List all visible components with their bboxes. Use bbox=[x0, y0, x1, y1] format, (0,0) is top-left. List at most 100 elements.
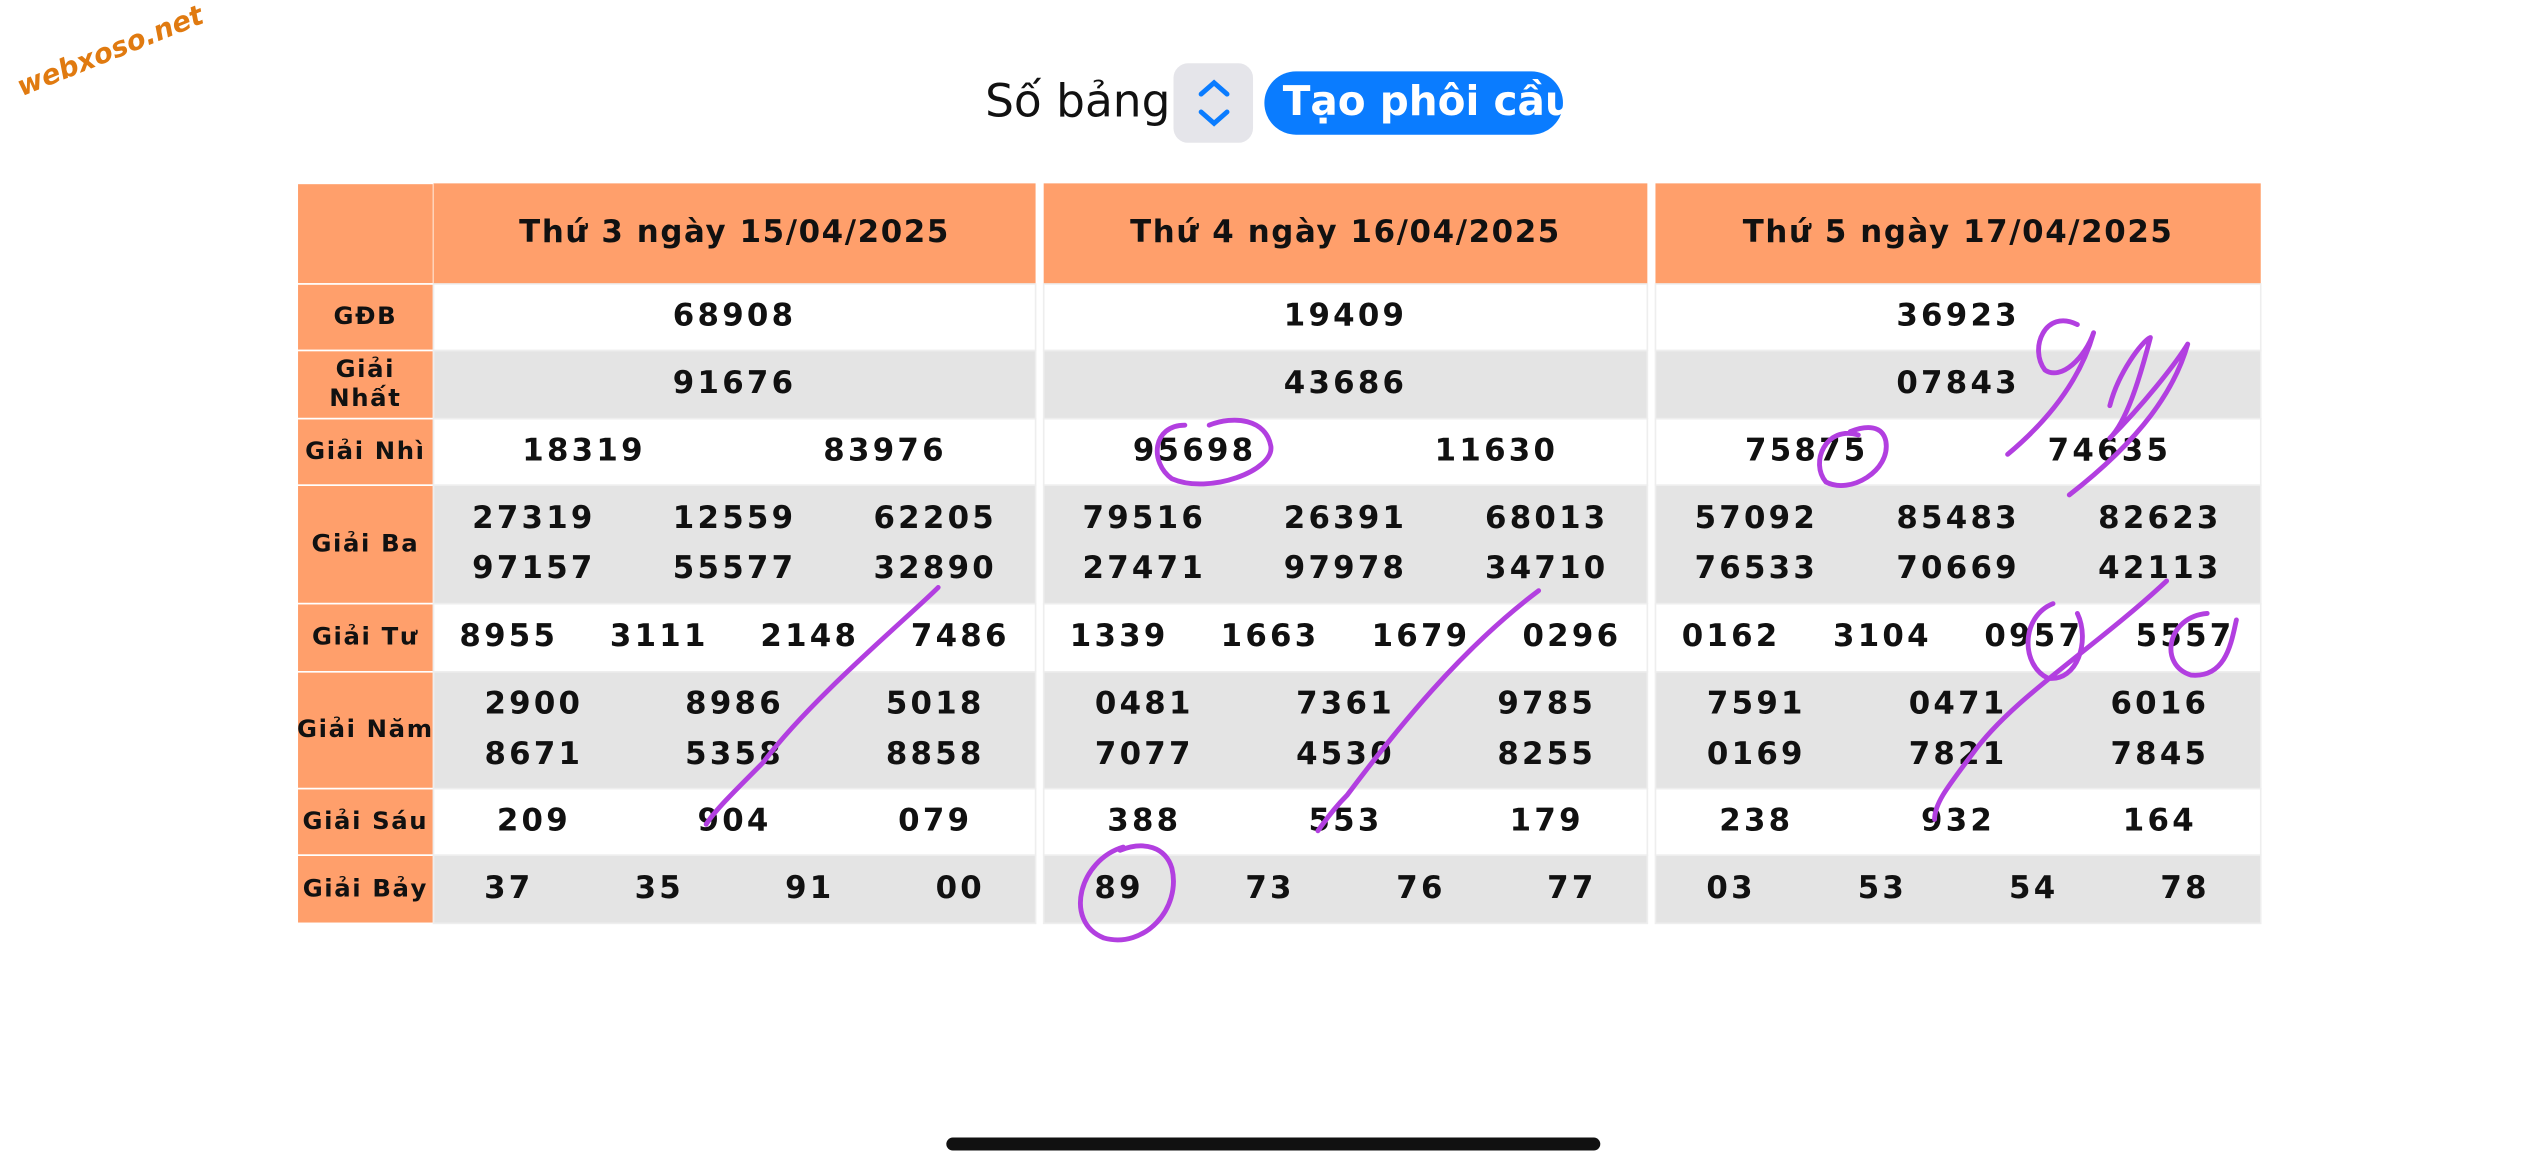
prize-number: 2148 bbox=[760, 618, 859, 654]
prize-label-cell bbox=[296, 283, 435, 352]
prize-number: 7486 bbox=[911, 618, 1010, 654]
prize-number: 0162 bbox=[1682, 618, 1781, 654]
generate-button[interactable] bbox=[1264, 71, 1563, 135]
prize-number: 76 bbox=[1396, 870, 1445, 906]
prize-number: 7077 bbox=[1095, 736, 1194, 772]
prize-label: Giải Nhì bbox=[305, 436, 426, 465]
corner-cell bbox=[296, 182, 435, 285]
prize-number: 238 bbox=[1719, 802, 1793, 838]
stepper[interactable] bbox=[1173, 63, 1254, 143]
prize-number: 27471 bbox=[1083, 550, 1206, 586]
prize-number: 7361 bbox=[1296, 686, 1395, 722]
prize-cell bbox=[432, 349, 1037, 420]
handwriting bbox=[703, 318, 2239, 943]
prize-cell bbox=[432, 484, 1037, 605]
prize-number: 03 bbox=[1706, 870, 1755, 906]
prize-number: 34710 bbox=[1485, 550, 1608, 586]
prize-number: 89 bbox=[1094, 870, 1143, 906]
prize-number: 7591 bbox=[1707, 686, 1806, 722]
prize-number: 0296 bbox=[1522, 618, 1621, 654]
prize-cell bbox=[1042, 484, 1649, 605]
day-header: Thứ 4 ngày 16/04/2025 bbox=[1130, 214, 1561, 250]
prize-number: 37 bbox=[484, 870, 533, 906]
prize-number: 36923 bbox=[1896, 298, 2019, 334]
ink-circle bbox=[1154, 417, 1274, 487]
home-indicator bbox=[946, 1137, 1601, 1151]
prize-number: 7821 bbox=[1909, 736, 2008, 772]
prize-label-cell bbox=[296, 349, 435, 420]
prize-number: 8255 bbox=[1497, 736, 1596, 772]
prize-label-cell bbox=[296, 787, 435, 856]
prize-number: 0471 bbox=[1909, 686, 2008, 722]
prize-number: 26391 bbox=[1284, 500, 1407, 536]
prize-number: 388 bbox=[1107, 802, 1181, 838]
ink-circle bbox=[1817, 425, 1889, 488]
day-header-cell bbox=[433, 183, 1036, 284]
prize-number: 76533 bbox=[1695, 550, 1818, 586]
prize-cell bbox=[1654, 602, 2262, 673]
watermark: webxoso.net bbox=[12, 0, 210, 103]
prize-number: 7845 bbox=[2110, 736, 2209, 772]
prize-number: 11630 bbox=[1435, 432, 1558, 468]
prize-number: 68013 bbox=[1485, 500, 1608, 536]
prize-number: 77 bbox=[1547, 870, 1596, 906]
prize-number: 62205 bbox=[873, 500, 996, 536]
prize-cell bbox=[1654, 854, 2262, 925]
ink-digit bbox=[2005, 318, 2097, 457]
prize-cell bbox=[432, 671, 1037, 790]
prize-number: 95698 bbox=[1133, 432, 1256, 468]
prize-label: Giải Sáu bbox=[302, 806, 428, 835]
ink-digit bbox=[2066, 335, 2191, 498]
prize-number: 1679 bbox=[1372, 618, 1471, 654]
prize-number: 53 bbox=[1858, 870, 1907, 906]
prize-number: 91 bbox=[785, 870, 834, 906]
prize-number: 164 bbox=[2123, 802, 2197, 838]
prize-cell bbox=[1042, 854, 1649, 925]
prize-cell bbox=[1042, 671, 1649, 790]
prize-number: 6016 bbox=[2110, 686, 2209, 722]
prize-number: 4530 bbox=[1296, 736, 1395, 772]
prize-cell bbox=[432, 283, 1037, 352]
prize-label: Giải Ba bbox=[311, 528, 419, 557]
prize-number: 68908 bbox=[673, 298, 796, 334]
prize-number: 85483 bbox=[1896, 500, 2019, 536]
prize-number: 97157 bbox=[472, 550, 595, 586]
prize-cell bbox=[432, 417, 1037, 487]
prize-cell bbox=[1654, 787, 2262, 856]
prize-number: 8955 bbox=[459, 618, 558, 654]
prize-number: 1339 bbox=[1070, 618, 1169, 654]
prize-number: 8671 bbox=[484, 736, 583, 772]
prize-cell bbox=[432, 854, 1037, 925]
prize-number: 91676 bbox=[673, 365, 796, 401]
prize-cell bbox=[1042, 602, 1649, 673]
prize-number: 5358 bbox=[685, 736, 784, 772]
prize-number: 0481 bbox=[1095, 686, 1194, 722]
day-header-cell bbox=[1043, 183, 1648, 284]
prize-label: GĐB bbox=[333, 301, 397, 330]
prize-number: 3104 bbox=[1833, 618, 1932, 654]
prize-number: 1663 bbox=[1221, 618, 1320, 654]
prize-number: 079 bbox=[898, 802, 972, 838]
prize-number: 70669 bbox=[1896, 550, 2019, 586]
prize-number: 8858 bbox=[886, 736, 985, 772]
ink-stroke bbox=[1932, 578, 2170, 822]
ink-stroke bbox=[703, 585, 941, 827]
day-header: Thứ 3 ngày 15/04/2025 bbox=[519, 214, 950, 250]
prize-number: 07843 bbox=[1896, 365, 2019, 401]
prize-number: 5018 bbox=[886, 686, 985, 722]
prize-number: 8986 bbox=[685, 686, 784, 722]
prize-number: 43686 bbox=[1284, 365, 1407, 401]
prize-cell bbox=[1654, 283, 2262, 352]
stepper-icon bbox=[1198, 79, 1230, 127]
generate-button-label: Tạo phôi cầu bbox=[1283, 77, 1574, 125]
ink-stroke bbox=[1315, 588, 1542, 834]
prize-number: 553 bbox=[1308, 802, 1382, 838]
prize-number: 19409 bbox=[1284, 298, 1407, 334]
prize-number: 3111 bbox=[610, 618, 709, 654]
prize-label: Giải Nhất bbox=[329, 354, 401, 412]
prize-number: 12559 bbox=[673, 500, 796, 536]
prize-number: 27319 bbox=[472, 500, 595, 536]
prize-number: 54 bbox=[2009, 870, 2058, 906]
prize-number: 75875 bbox=[1745, 432, 1868, 468]
